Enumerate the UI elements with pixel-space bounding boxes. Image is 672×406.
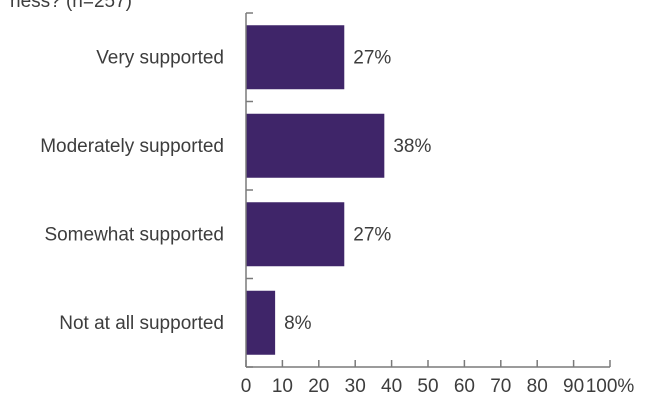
bar <box>246 113 385 178</box>
x-tick-label: 40 <box>381 376 402 397</box>
x-tick-label: 60 <box>454 376 475 397</box>
category-label: Somewhat supported <box>44 224 224 245</box>
x-tick-label: 20 <box>308 376 329 397</box>
x-tick-label: 50 <box>417 376 438 397</box>
x-tick-label: 0 <box>241 376 252 397</box>
value-label: 38% <box>393 136 431 157</box>
x-tick-label: 10 <box>272 376 293 397</box>
value-label: 27% <box>353 224 391 245</box>
category-label: Very supported <box>96 47 224 68</box>
value-label: 8% <box>284 313 312 334</box>
x-tick-label: 90 <box>563 376 584 397</box>
x-tick-label: 100% <box>586 376 635 397</box>
x-tick-label: 30 <box>345 376 366 397</box>
bar <box>246 202 345 267</box>
bar <box>246 290 276 355</box>
category-label: Not at all supported <box>59 313 224 334</box>
category-label: Moderately supported <box>40 136 224 157</box>
x-tick-label: 70 <box>490 376 511 397</box>
bar <box>246 25 345 90</box>
x-tick-label: 80 <box>527 376 548 397</box>
value-label: 27% <box>353 47 391 68</box>
chart-title: ness? (n=257) <box>10 0 132 12</box>
